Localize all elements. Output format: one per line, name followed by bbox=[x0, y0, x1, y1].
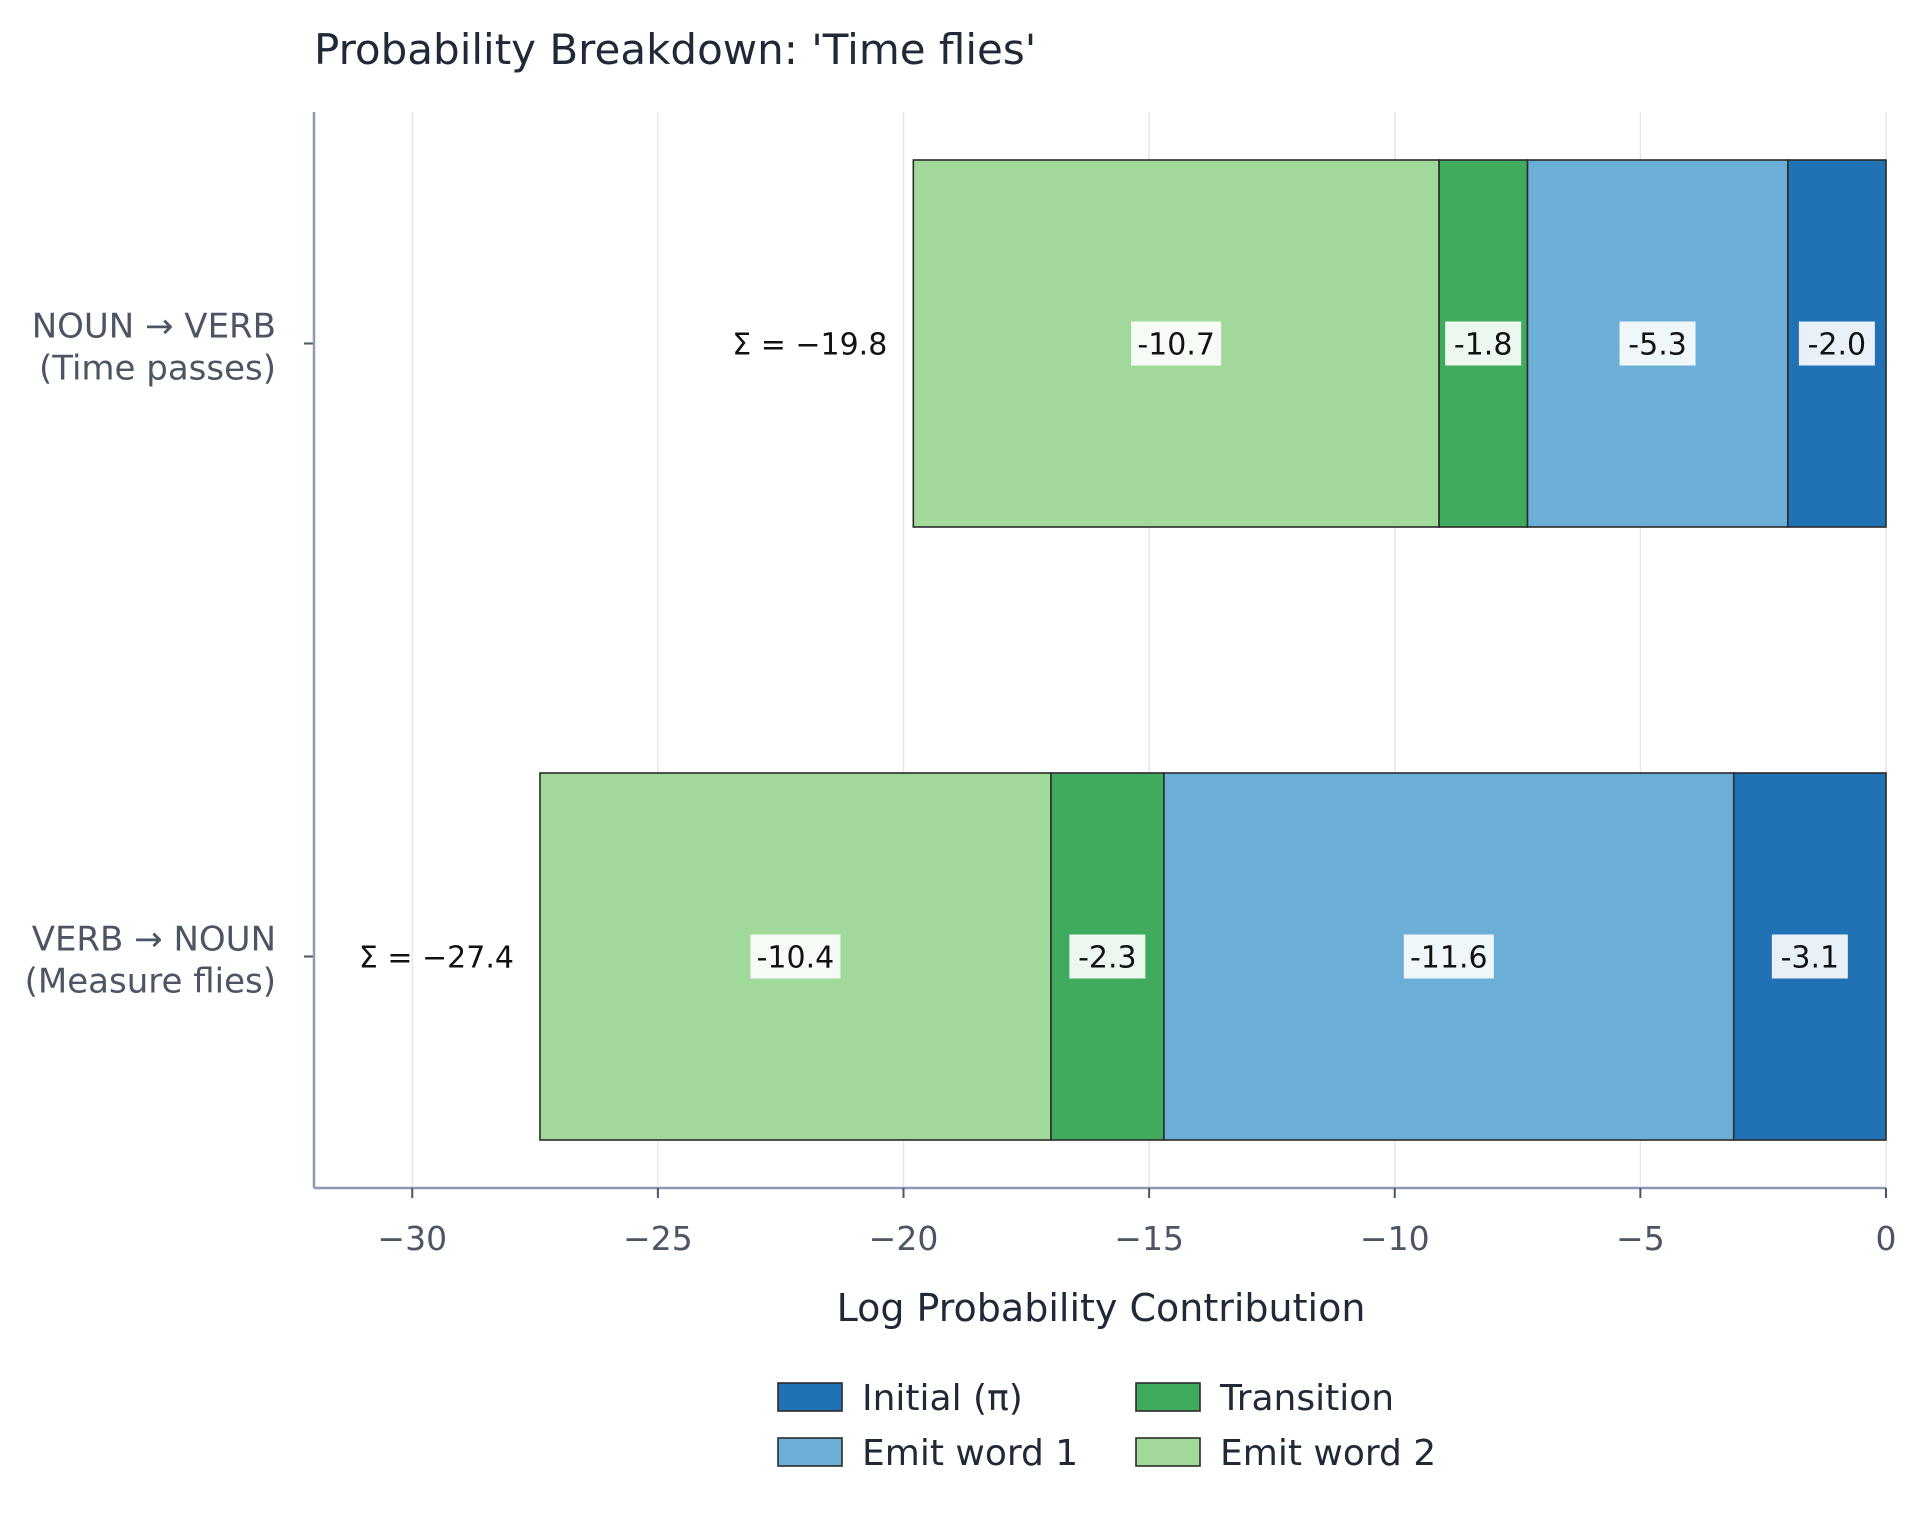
x-tick-label: −25 bbox=[623, 1219, 693, 1258]
segment-label-box bbox=[750, 934, 841, 979]
segment-label-box bbox=[1131, 321, 1222, 366]
x-tick-label: 0 bbox=[1876, 1219, 1897, 1258]
legend-label: Transition bbox=[1219, 1378, 1394, 1419]
total-label: Σ = −19.8 bbox=[732, 328, 887, 363]
x-tick-label: −10 bbox=[1360, 1219, 1430, 1258]
segment-label: -5.3 bbox=[1628, 328, 1687, 363]
segment-label: -2.0 bbox=[1808, 328, 1867, 363]
x-tick-label: −30 bbox=[377, 1219, 447, 1258]
chart-title: Probability Breakdown: 'Time flies' bbox=[314, 25, 1036, 74]
x-tick-label: −5 bbox=[1616, 1219, 1665, 1258]
segment-label-box bbox=[1619, 321, 1696, 366]
segment-label: -10.7 bbox=[1137, 328, 1215, 363]
legend-swatch bbox=[1135, 1382, 1201, 1412]
segment-label-box bbox=[1403, 934, 1494, 979]
bars-layer: -2.0 -5.3 -1.8 -10.7 Σ = −19.8 -3.1 -11.6 -2.3 -… bbox=[359, 159, 1887, 1141]
x-tick-label: −15 bbox=[1114, 1219, 1184, 1258]
segment-label-box bbox=[1069, 934, 1146, 979]
legend-label: Emit word 1 bbox=[862, 1433, 1078, 1474]
category-label: VERB → NOUN bbox=[32, 920, 276, 960]
x-axis-title: Log Probability Contribution bbox=[837, 1286, 1366, 1330]
segment-label-box bbox=[1771, 934, 1848, 979]
segment-label: -11.6 bbox=[1410, 941, 1488, 976]
legend-label: Initial (π) bbox=[862, 1378, 1023, 1419]
x-tick-label: −20 bbox=[869, 1219, 939, 1258]
segment-label: -10.4 bbox=[757, 941, 835, 976]
total-label: Σ = −27.4 bbox=[359, 941, 514, 976]
legend-swatch bbox=[1135, 1437, 1201, 1467]
segment-label: -1.8 bbox=[1454, 328, 1513, 363]
legend-label: Emit word 2 bbox=[1220, 1433, 1436, 1474]
category-label: NOUN → VERB bbox=[32, 307, 276, 347]
segment-label: -3.1 bbox=[1781, 941, 1840, 976]
segment-label-box bbox=[1798, 321, 1875, 366]
legend-swatch bbox=[777, 1437, 843, 1467]
segment-label: -2.3 bbox=[1078, 941, 1137, 976]
legend: Initial (π) Transition Emit word 1 Emit wor… bbox=[777, 1378, 1436, 1474]
segment-label-box bbox=[1445, 321, 1522, 366]
legend-swatch bbox=[777, 1382, 843, 1412]
category-sublabel: (Measure flies) bbox=[25, 962, 276, 1002]
axes-layer: NOUN → VERB(Time passes) VERB → NOUN(Meas… bbox=[25, 112, 1897, 1258]
category-sublabel: (Time passes) bbox=[39, 349, 276, 389]
